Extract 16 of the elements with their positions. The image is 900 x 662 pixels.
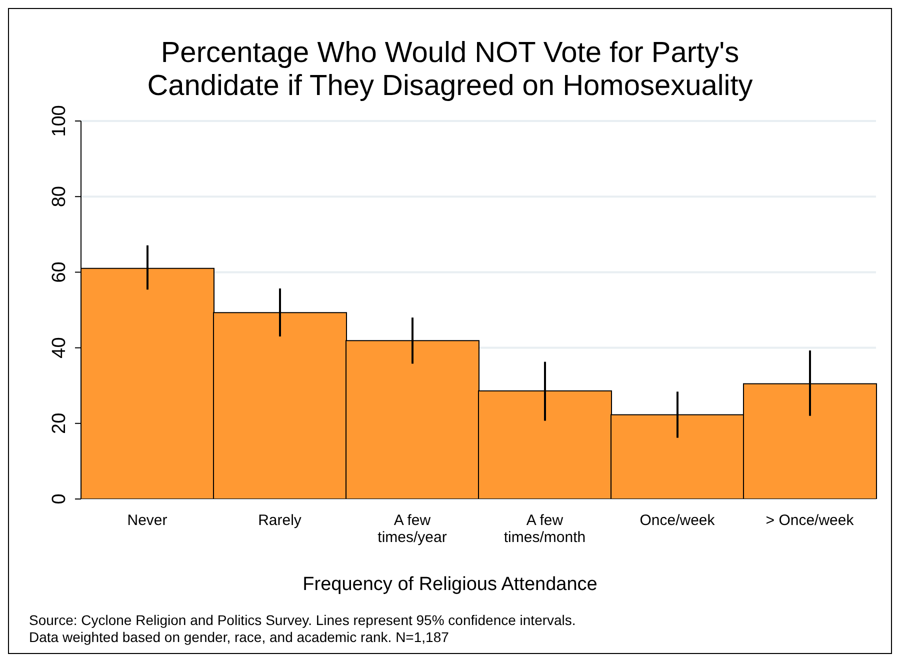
y-tick-label: 0 bbox=[49, 494, 70, 504]
y-tick-label: 60 bbox=[49, 262, 70, 283]
x-tick-label: A few times/month bbox=[504, 512, 586, 546]
x-tick-label: > Once/week bbox=[766, 512, 854, 529]
text: Data weighted based on gender, race, and academic rank. N=1,187 bbox=[29, 629, 450, 646]
y-tick-label: 20 bbox=[49, 412, 70, 434]
y-tick-label: 40 bbox=[49, 337, 70, 358]
chart-title: Percentage Who Would NOT Vote for Party's Candidate if They Disagreed on Homosexuality bbox=[146, 37, 754, 103]
x-tick-label: Once/week bbox=[640, 512, 716, 529]
x-tick-label: Never bbox=[127, 512, 168, 529]
x-axis-title: Frequency of Religious Attendance bbox=[302, 574, 598, 596]
y-tick-label: 100 bbox=[49, 105, 70, 137]
y-tick-label: 80 bbox=[49, 186, 70, 208]
x-tick-label: Rarely bbox=[258, 512, 302, 529]
x-tick-label: A few times/year bbox=[378, 512, 447, 546]
source-note: Source: Cyclone Religion and Politics Survey. Lines represent 95% confidence intervals. bbox=[29, 612, 576, 629]
